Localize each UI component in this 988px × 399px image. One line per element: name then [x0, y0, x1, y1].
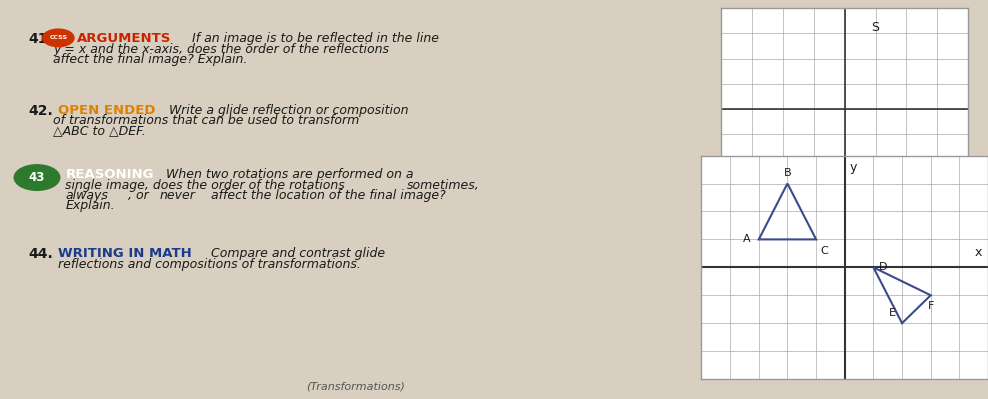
Text: always: always: [65, 189, 109, 202]
Text: sometimes,: sometimes,: [407, 179, 479, 192]
Text: ARGUMENTS: ARGUMENTS: [77, 32, 171, 45]
Text: WRITING IN MATH: WRITING IN MATH: [58, 247, 192, 261]
Text: Write a glide reflection or composition: Write a glide reflection or composition: [169, 104, 408, 117]
Text: F: F: [928, 301, 934, 311]
Text: 42.: 42.: [29, 104, 53, 118]
Text: REASONING: REASONING: [65, 168, 154, 182]
Text: D: D: [879, 262, 887, 273]
Text: S: S: [871, 21, 879, 34]
Text: (Transformations): (Transformations): [306, 381, 405, 391]
Text: single image, does the order of the rotations: single image, does the order of the rota…: [65, 179, 349, 192]
Text: CCSS: CCSS: [49, 36, 67, 40]
Text: OPEN ENDED: OPEN ENDED: [58, 104, 156, 117]
Text: Explain.: Explain.: [65, 200, 115, 213]
Text: 41.: 41.: [29, 32, 53, 46]
Text: of transformations that can be used to transform: of transformations that can be used to t…: [53, 114, 360, 127]
Text: A: A: [743, 234, 750, 245]
Circle shape: [14, 165, 59, 190]
Text: If an image is to be reflected in the line: If an image is to be reflected in the li…: [192, 32, 439, 45]
Text: y = x and the x-axis, does the order of the reflections: y = x and the x-axis, does the order of …: [53, 43, 389, 56]
Text: , or: , or: [128, 189, 153, 202]
Text: When two rotations are performed on a: When two rotations are performed on a: [166, 168, 414, 182]
Text: C: C: [820, 246, 828, 257]
Text: B: B: [783, 168, 791, 178]
Text: x: x: [975, 246, 982, 259]
Text: 43: 43: [29, 171, 45, 184]
Text: affect the location of the final image?: affect the location of the final image?: [207, 189, 446, 202]
Text: reflections and compositions of transformations.: reflections and compositions of transfor…: [58, 258, 362, 271]
Text: 44.: 44.: [29, 247, 53, 261]
Text: affect the final image? Explain.: affect the final image? Explain.: [53, 53, 248, 67]
Circle shape: [42, 29, 74, 47]
Text: E: E: [889, 308, 896, 318]
Text: y: y: [850, 161, 857, 174]
Text: △ABC to △DEF.: △ABC to △DEF.: [53, 124, 146, 138]
Text: never: never: [160, 189, 196, 202]
Text: Compare and contrast glide: Compare and contrast glide: [211, 247, 385, 261]
